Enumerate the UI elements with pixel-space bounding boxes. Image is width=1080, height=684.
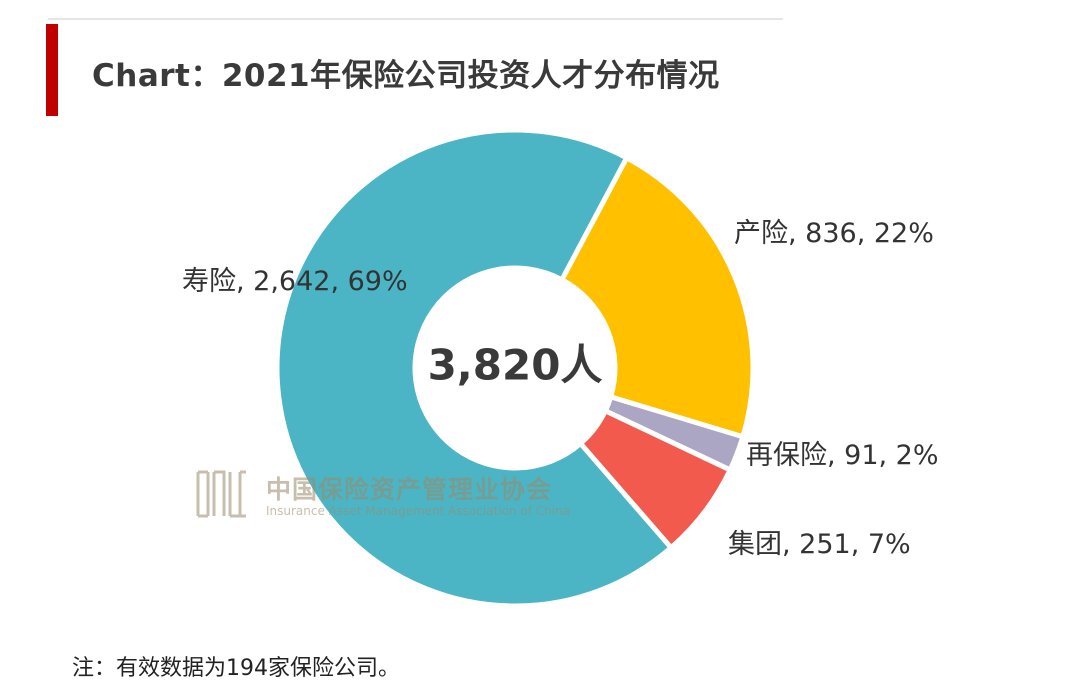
slice-label-集团: 集团, 251, 7%: [728, 529, 911, 560]
watermark-name-en: Insurance Asset Management Association o…: [266, 504, 570, 518]
slice-labels: 寿险, 2,642, 69% 产险, 836, 22% 再保险, 91, 2% 集团,…: [182, 218, 939, 560]
top-divider: [48, 18, 783, 20]
association-watermark: 中国保险资产管理业协会 Insurance Asset Management A…: [194, 466, 574, 526]
slice-label-再保险: 再保险, 91, 2%: [746, 440, 939, 471]
donut-center-hole: [415, 268, 615, 468]
slice-label-产险: 产险, 836, 22%: [734, 218, 934, 249]
association-logo-icon: [196, 470, 246, 518]
footnote: 注：有效数据为194家保险公司。: [72, 656, 400, 681]
watermark-name-cn: 中国保险资产管理业协会: [266, 475, 553, 504]
slice-label-寿险: 寿险, 2,642, 69%: [182, 266, 408, 297]
center-total-label: 3,820人: [428, 341, 603, 390]
chart-title: Chart：2021年保险公司投资人才分布情况: [92, 58, 720, 94]
title-accent-bar: [46, 24, 58, 116]
